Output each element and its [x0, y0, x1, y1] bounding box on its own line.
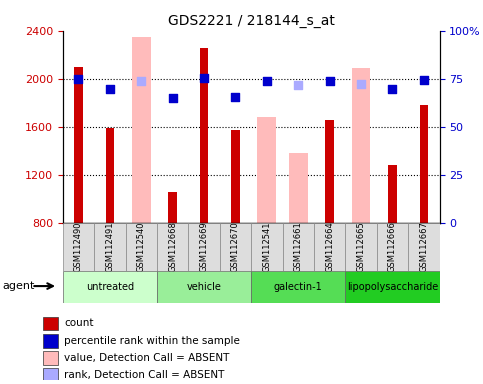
Text: untreated: untreated	[86, 282, 134, 292]
Bar	[43, 368, 58, 382]
Point	[263, 78, 271, 84]
Text: percentile rank within the sample: percentile rank within the sample	[64, 336, 240, 346]
Point	[106, 86, 114, 92]
Bar	[106, 128, 114, 223]
Text: GSM112665: GSM112665	[356, 221, 366, 272]
Point	[232, 94, 240, 100]
Bar	[169, 192, 177, 223]
Point	[169, 95, 177, 101]
Text: value, Detection Call = ABSENT: value, Detection Call = ABSENT	[64, 353, 229, 363]
Bar	[94, 223, 126, 271]
Text: GSM112668: GSM112668	[168, 221, 177, 272]
Text: GSM112669: GSM112669	[199, 221, 209, 272]
Bar	[326, 119, 334, 223]
Text: galectin-1: galectin-1	[274, 282, 323, 292]
Bar	[157, 223, 188, 271]
Bar	[188, 223, 220, 271]
Text: GSM112666: GSM112666	[388, 221, 397, 272]
Bar	[352, 68, 370, 223]
Bar	[283, 223, 314, 271]
Point	[200, 74, 208, 81]
Bar	[43, 351, 58, 365]
Bar	[251, 271, 345, 303]
Text: GSM112490: GSM112490	[74, 222, 83, 272]
Bar	[345, 271, 440, 303]
Text: GSM112670: GSM112670	[231, 221, 240, 272]
Bar	[408, 223, 440, 271]
Text: GSM112667: GSM112667	[419, 221, 428, 272]
Bar	[220, 223, 251, 271]
Bar	[157, 271, 251, 303]
Text: vehicle: vehicle	[186, 282, 222, 292]
Bar	[420, 105, 428, 223]
Title: GDS2221 / 218144_s_at: GDS2221 / 218144_s_at	[168, 14, 335, 28]
Bar	[314, 223, 345, 271]
Text: GSM112661: GSM112661	[294, 221, 303, 272]
Point	[420, 77, 428, 83]
Bar	[132, 37, 151, 223]
Text: GSM112541: GSM112541	[262, 222, 271, 272]
Bar	[200, 48, 208, 223]
Bar	[63, 271, 157, 303]
Text: GSM112491: GSM112491	[105, 222, 114, 272]
Point	[326, 78, 333, 84]
Bar	[126, 223, 157, 271]
Point	[357, 81, 365, 87]
Bar	[43, 334, 58, 348]
Text: agent: agent	[2, 281, 35, 291]
Bar	[289, 153, 308, 223]
Bar	[388, 164, 397, 223]
Bar	[74, 67, 83, 223]
Point	[295, 82, 302, 88]
Text: GSM112540: GSM112540	[137, 222, 146, 272]
Text: rank, Detection Call = ABSENT: rank, Detection Call = ABSENT	[64, 370, 225, 380]
Text: GSM112664: GSM112664	[325, 221, 334, 272]
Bar	[43, 316, 58, 330]
Point	[389, 86, 397, 92]
Point	[138, 78, 145, 84]
Bar	[345, 223, 377, 271]
Bar	[377, 223, 408, 271]
Point	[74, 76, 82, 82]
Bar	[251, 223, 283, 271]
Bar	[63, 223, 94, 271]
Bar	[257, 117, 276, 223]
Text: lipopolysaccharide: lipopolysaccharide	[347, 282, 438, 292]
Text: count: count	[64, 318, 94, 328]
Bar	[231, 130, 240, 223]
